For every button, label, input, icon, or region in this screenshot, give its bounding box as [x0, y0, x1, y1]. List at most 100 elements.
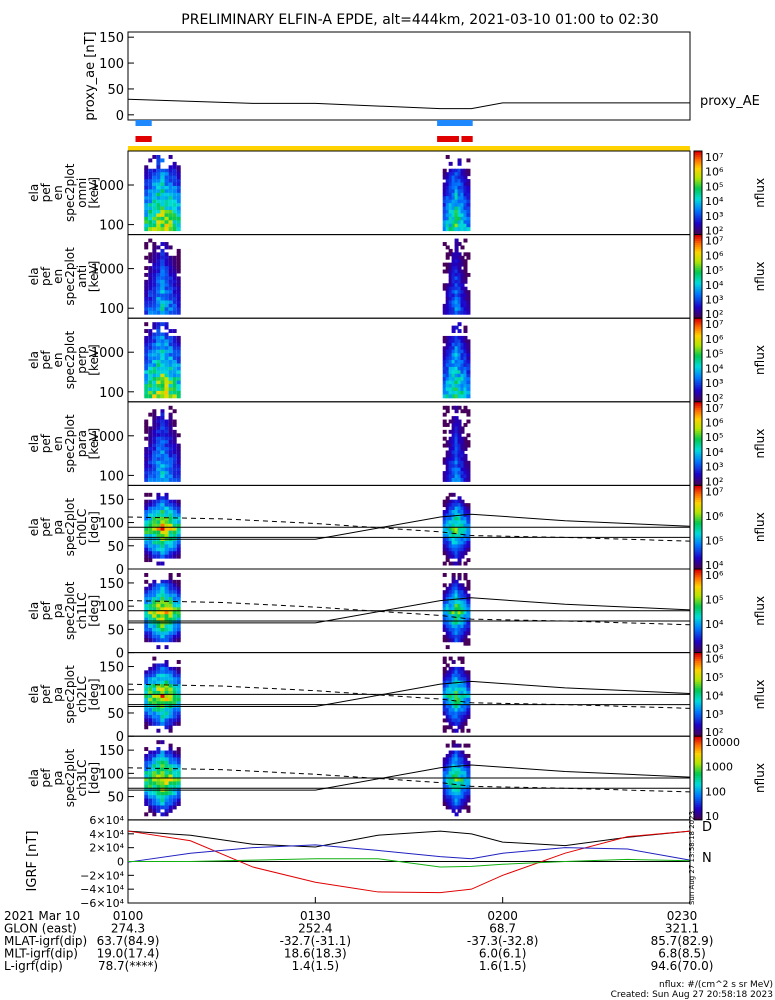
- panel-ch2: 050100150elapefpaspec2plotch2LC[deg]10⁶1…: [27, 652, 767, 745]
- spectrogram-cell: [457, 373, 462, 378]
- spectrogram-cell: [460, 750, 465, 755]
- spectrogram-cell: [164, 360, 169, 364]
- spectrogram-cell: [460, 767, 465, 772]
- spectrogram-cell: [445, 784, 450, 789]
- spectrogram-cell: [156, 433, 161, 438]
- spectrogram-cell: [164, 670, 169, 675]
- spectrogram-cell: [156, 670, 161, 675]
- spectrogram-cell: [160, 310, 165, 315]
- spectrogram-cell: [164, 290, 169, 295]
- spectrogram-cell: [148, 802, 153, 806]
- spectrogram-cell: [156, 206, 161, 211]
- spectrogram-cell: [463, 621, 468, 626]
- spectrogram-cell: [156, 422, 161, 427]
- spectrogram-cell: [442, 349, 447, 354]
- spectrogram-cell: [457, 422, 462, 427]
- spectrogram-cell: [160, 624, 165, 629]
- spectrogram-cell: [457, 802, 462, 806]
- spectrogram-cell: [442, 634, 447, 639]
- spectrogram-cell: [144, 600, 149, 605]
- spectrogram-cell: [457, 670, 462, 675]
- spectrogram-cell: [172, 335, 177, 340]
- spectrogram-cell: [442, 471, 447, 476]
- spectrogram-cell: [148, 492, 153, 497]
- colorbar-cell: [694, 165, 702, 169]
- spectrogram-cell: [445, 516, 450, 521]
- spectrogram-cell: [160, 179, 165, 183]
- spectrogram-cell: [156, 503, 161, 508]
- spectrogram-cell: [168, 266, 173, 271]
- spectrogram-cell: [168, 503, 173, 508]
- spectrogram-cell: [172, 189, 177, 194]
- colorbar-label: nflux: [753, 512, 767, 542]
- spectrogram-cell: [463, 266, 468, 271]
- spectrogram-cell: [454, 185, 459, 190]
- spectrogram-cell: [454, 349, 459, 354]
- spectrogram-cell: [463, 335, 468, 340]
- spectrogram-cell: [172, 360, 177, 364]
- spectrogram-cell: [164, 370, 169, 375]
- spectrogram-cell: [148, 757, 153, 762]
- spectrogram-cell: [152, 192, 157, 197]
- spectrogram-cell: [457, 360, 462, 364]
- spectrogram-cell: [448, 384, 453, 388]
- spectrogram-cell: [451, 586, 456, 591]
- spectrogram-cell: [442, 189, 447, 194]
- spectrogram-cell: [448, 447, 453, 451]
- spectrogram-cell: [457, 537, 462, 542]
- spectrogram-cell: [457, 690, 462, 695]
- spectrogram-cell: [457, 346, 462, 351]
- spectrogram-cell: [164, 812, 169, 817]
- spectrogram-cell: [442, 377, 447, 382]
- spectrogram-cell: [160, 805, 165, 810]
- spectrogram-cell: [172, 227, 177, 232]
- spectrogram-cell: [148, 499, 153, 504]
- spectrogram-cell: [448, 586, 453, 591]
- colorbar-cell: [694, 454, 702, 457]
- spectrogram-cell: [463, 784, 468, 789]
- spectrogram-cell: [448, 394, 453, 399]
- spectrogram-cell: [172, 795, 177, 800]
- spectrogram-cell: [168, 673, 173, 678]
- spectrogram-cell: [451, 223, 456, 228]
- spectrogram-cell: [463, 708, 468, 713]
- spectrogram-cell: [457, 419, 462, 424]
- spectrogram-cell: [448, 339, 453, 344]
- spectrogram-cell: [445, 694, 450, 699]
- spectrogram-cell: [160, 638, 165, 643]
- spectrogram-cell: [152, 513, 157, 518]
- spectrogram-cell: [144, 701, 149, 706]
- spectrogram-cell: [463, 597, 468, 601]
- colorbar-label: nflux: [753, 429, 767, 459]
- spectrogram-cell: [445, 262, 450, 267]
- spectrogram-cell: [152, 750, 157, 755]
- spectrogram-cell: [152, 757, 157, 762]
- spectrogram-cell: [466, 390, 471, 395]
- spectrogram-cell: [148, 534, 153, 539]
- spectrogram-cell: [454, 307, 459, 312]
- spectrogram-cell: [168, 791, 173, 796]
- igrf-ytick-label: −4×10⁴: [80, 883, 124, 896]
- spectrogram-cell: [176, 450, 181, 455]
- spectrogram-cell: [144, 457, 149, 462]
- colorbar-cell: [694, 706, 702, 710]
- spectrogram-cell: [463, 216, 468, 221]
- spectrogram-cell: [457, 477, 462, 482]
- spectrogram-cell: [466, 708, 471, 713]
- spectrogram-cell: [457, 694, 462, 699]
- spectrogram-cell: [451, 728, 456, 733]
- spectrogram-cell: [148, 329, 153, 334]
- spectrogram-cell: [448, 310, 453, 315]
- spectrogram-cell: [445, 757, 450, 762]
- spectrogram-cell: [176, 750, 181, 755]
- spectrogram-cell: [448, 276, 453, 281]
- spectrogram-cell: [172, 757, 177, 762]
- spectrogram-cell: [160, 192, 165, 197]
- colorbar-tick-label: 10⁴: [705, 362, 724, 375]
- spectrogram-cell: [164, 192, 169, 197]
- spectrogram-cell: [454, 627, 459, 632]
- spectrogram-cell: [148, 394, 153, 399]
- spectrogram-cell: [454, 310, 459, 315]
- colorbar-cell: [694, 656, 702, 660]
- spectrogram-cell: [448, 593, 453, 598]
